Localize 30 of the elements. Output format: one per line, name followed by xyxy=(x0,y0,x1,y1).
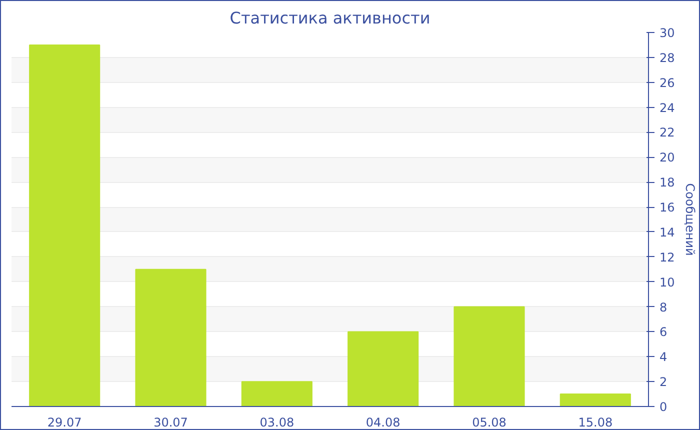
bar xyxy=(348,331,419,406)
y-tick-label: 28 xyxy=(660,50,675,65)
y-tick-label: 16 xyxy=(660,200,675,215)
y-tick-label: 18 xyxy=(660,176,675,190)
y-tick-label: 20 xyxy=(660,150,675,165)
bar xyxy=(29,44,100,406)
y-tick-label: 0 xyxy=(660,400,668,414)
x-tick-label: 29.07 xyxy=(47,416,82,430)
y-tick-label: 4 xyxy=(660,350,668,364)
bar xyxy=(135,268,206,406)
y-tick-label: 8 xyxy=(660,300,668,314)
bar xyxy=(560,394,631,406)
y-tick-label: 2 xyxy=(660,375,668,390)
y-tick-label: 30 xyxy=(660,26,675,40)
y-tick-label: 14 xyxy=(660,225,675,240)
x-tick-label: 15.08 xyxy=(578,416,613,430)
x-tick-label: 03.08 xyxy=(260,416,294,430)
y-tick-label: 26 xyxy=(660,76,675,90)
y-tick-label: 24 xyxy=(660,100,675,115)
y-tick-label: 10 xyxy=(660,275,675,290)
chart-title: Статистика активности xyxy=(230,8,430,28)
y-tick-label: 22 xyxy=(660,126,675,140)
bar xyxy=(241,381,312,406)
x-tick-label: 04.08 xyxy=(366,416,400,430)
y-tick-label: 12 xyxy=(660,250,675,264)
x-tick-label: 05.08 xyxy=(472,416,506,430)
x-tick-label: 30.07 xyxy=(154,416,188,430)
y-tick-label: 6 xyxy=(660,325,668,340)
bar xyxy=(454,306,525,406)
y-axis-title: Сообщений xyxy=(682,183,697,256)
